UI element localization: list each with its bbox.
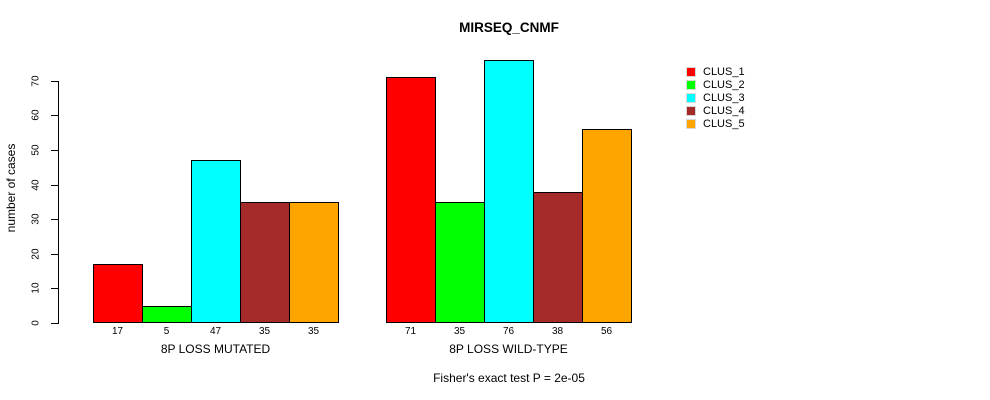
bar-value-label: 47 <box>209 326 222 337</box>
y-axis-tick-label: 60 <box>30 109 42 121</box>
legend-swatch-clus_3 <box>686 93 696 104</box>
bar-clus-5-8p-loss-mutated <box>289 201 339 323</box>
bar-value-label: 5 <box>163 326 170 337</box>
y-axis-tick-label: 30 <box>30 213 42 225</box>
bar-value-label: 71 <box>404 326 417 337</box>
y-axis-title: number of cases <box>4 143 18 233</box>
legend-item-label: CLUS_3 <box>703 92 745 105</box>
y-axis-tick-label: 40 <box>30 179 42 191</box>
chart-title: MIRSEQ_CNMF <box>459 20 559 35</box>
stat-annotation: Fisher's exact test P = 2e-05 <box>433 371 585 385</box>
bar-clus-2-8p-loss-mutated <box>142 305 192 323</box>
category-label: 8P LOSS WILD-TYPE <box>449 342 568 356</box>
y-axis-tick <box>51 80 58 82</box>
y-axis-tick <box>51 253 58 255</box>
legend-swatch-clus_4 <box>686 106 696 117</box>
bar-value-label: 56 <box>600 326 613 337</box>
bar-clus-5-8p-loss-wild-type <box>582 129 632 323</box>
bar-clus-4-8p-loss-wild-type <box>533 191 583 323</box>
category-label: 8P LOSS MUTATED <box>160 342 271 356</box>
y-axis-tick <box>51 219 58 221</box>
bar-clus-3-8p-loss-wild-type <box>484 60 534 323</box>
y-axis-tick <box>51 150 58 151</box>
bar-value-label: 35 <box>307 326 320 337</box>
bar-clus-3-8p-loss-mutated <box>191 160 241 323</box>
bar-value-label: 17 <box>111 326 124 337</box>
legend-item-label: CLUS_2 <box>703 79 745 92</box>
y-axis-tick <box>51 288 58 290</box>
bar-value-label: 76 <box>502 326 515 337</box>
y-axis-tick-label: 50 <box>30 144 42 156</box>
y-axis-line <box>58 80 59 324</box>
legend-item-label: CLUS_4 <box>703 105 745 118</box>
y-axis-tick-label: 70 <box>30 75 42 87</box>
legend-swatch-clus_2 <box>686 80 696 91</box>
legend-item-label: CLUS_5 <box>703 118 745 131</box>
bar-clus-1-8p-loss-mutated <box>93 264 143 323</box>
y-axis-tick <box>51 184 58 186</box>
y-axis-tick-label: 10 <box>30 282 42 294</box>
y-axis-tick-label: 0 <box>30 320 42 326</box>
legend-swatch-clus_1 <box>686 67 696 77</box>
bar-clus-1-8p-loss-wild-type <box>386 77 436 323</box>
bar-clus-4-8p-loss-mutated <box>240 201 290 323</box>
y-axis-tick <box>51 115 58 117</box>
bar-value-label: 35 <box>453 326 466 337</box>
y-axis-tick <box>51 323 58 324</box>
legend-item-label: CLUS_1 <box>703 66 745 78</box>
bar-clus-2-8p-loss-wild-type <box>435 201 485 323</box>
y-axis-tick-label: 20 <box>30 248 42 260</box>
bar-value-label: 35 <box>258 326 271 337</box>
bar-value-label: 38 <box>551 326 564 337</box>
legend-swatch-clus_5 <box>686 119 696 130</box>
